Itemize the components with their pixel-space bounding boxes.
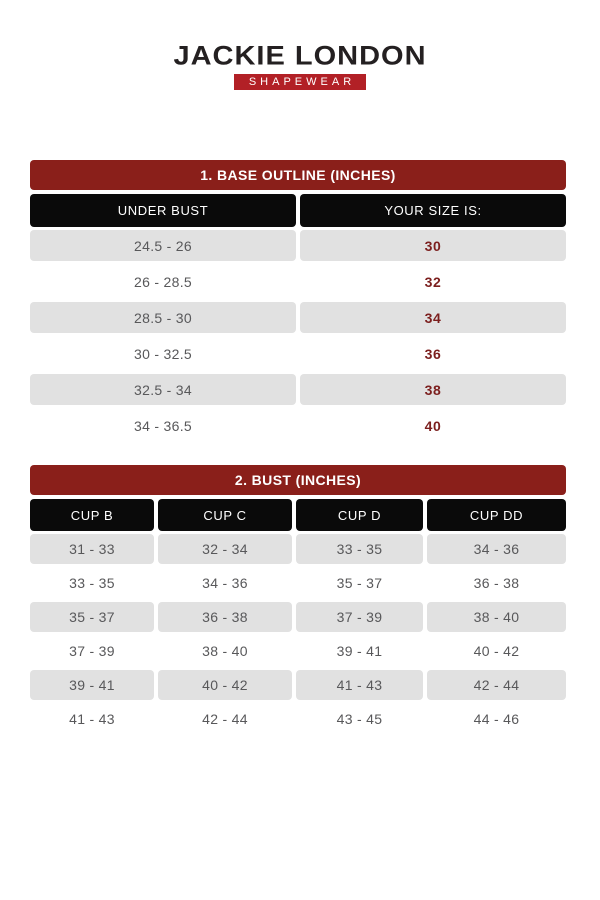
table-row: 34 - 36.5 40 xyxy=(30,410,566,441)
bust-range-value: 35 - 37 xyxy=(336,575,383,591)
bust-range-value: 40 - 42 xyxy=(158,670,292,700)
bust-header-row: CUP B CUP C CUP D CUP DD xyxy=(30,499,566,531)
under-bust-value: 26 - 28.5 xyxy=(134,273,192,290)
bust-range-value: 38 - 40 xyxy=(202,643,248,659)
bust-range-value: 40 - 42 xyxy=(473,643,520,659)
brand-name: JACKIE LONDON xyxy=(173,41,427,71)
table-row: 39 - 41 40 - 42 41 - 43 42 - 44 xyxy=(30,670,566,700)
size-tables: 1. BASE OUTLINE (INCHES) UNDER BUST YOUR… xyxy=(30,160,566,734)
bust-range-value: 37 - 39 xyxy=(69,643,115,659)
bust-range-value: 44 - 46 xyxy=(473,711,520,727)
bust-range-value: 38 - 40 xyxy=(427,602,566,632)
under-bust-value: 32.5 - 34 xyxy=(30,374,296,405)
under-bust-value: 30 - 32.5 xyxy=(134,345,192,362)
bust-table: 2. BUST (INCHES) CUP B CUP C CUP D CUP D… xyxy=(30,465,566,734)
column-header-under-bust: UNDER BUST xyxy=(30,194,296,227)
column-header-cup-c: CUP C xyxy=(158,499,292,531)
table-row: 33 - 35 34 - 36 35 - 37 36 - 38 xyxy=(30,568,566,598)
base-outline-title: 1. BASE OUTLINE (INCHES) xyxy=(30,160,566,190)
under-bust-value: 24.5 - 26 xyxy=(30,230,296,261)
table-row: 35 - 37 36 - 38 37 - 39 38 - 40 xyxy=(30,602,566,632)
size-value: 36 xyxy=(424,345,442,362)
table-row: 26 - 28.5 32 xyxy=(30,266,566,297)
table-row: 28.5 - 30 34 xyxy=(30,302,566,333)
size-value: 34 xyxy=(300,302,566,333)
size-value: 38 xyxy=(300,374,566,405)
bust-range-value: 41 - 43 xyxy=(69,711,115,727)
bust-range-value: 42 - 44 xyxy=(427,670,566,700)
under-bust-value: 28.5 - 30 xyxy=(30,302,296,333)
column-header-cup-d: CUP D xyxy=(296,499,423,531)
bust-range-value: 35 - 37 xyxy=(30,602,154,632)
table-row: 30 - 32.5 36 xyxy=(30,338,566,369)
bust-range-value: 33 - 35 xyxy=(69,575,115,591)
under-bust-value: 34 - 36.5 xyxy=(134,417,192,434)
bust-range-value: 32 - 34 xyxy=(158,534,292,564)
bust-range-value: 39 - 41 xyxy=(30,670,154,700)
table-row: 37 - 39 38 - 40 39 - 41 40 - 42 xyxy=(30,636,566,666)
bust-range-value: 36 - 38 xyxy=(158,602,292,632)
table-row: 31 - 33 32 - 34 33 - 35 34 - 36 xyxy=(30,534,566,564)
bust-range-value: 34 - 36 xyxy=(427,534,566,564)
size-value: 32 xyxy=(424,273,442,290)
brand-tagline: SHAPEWEAR xyxy=(234,74,366,90)
bust-range-value: 39 - 41 xyxy=(336,643,383,659)
table-row: 32.5 - 34 38 xyxy=(30,374,566,405)
table-row: 24.5 - 26 30 xyxy=(30,230,566,261)
brand-logo: JACKIE LONDON SHAPEWEAR xyxy=(0,0,600,90)
size-value: 40 xyxy=(424,417,442,434)
column-header-cup-b: CUP B xyxy=(30,499,154,531)
bust-range-value: 33 - 35 xyxy=(296,534,423,564)
bust-range-value: 42 - 44 xyxy=(202,711,248,727)
base-outline-header-row: UNDER BUST YOUR SIZE IS: xyxy=(30,194,566,227)
bust-range-value: 36 - 38 xyxy=(473,575,520,591)
base-outline-table: 1. BASE OUTLINE (INCHES) UNDER BUST YOUR… xyxy=(30,160,566,441)
bust-range-value: 34 - 36 xyxy=(202,575,248,591)
bust-range-value: 43 - 45 xyxy=(336,711,383,727)
column-header-cup-dd: CUP DD xyxy=(427,499,566,531)
column-header-your-size: YOUR SIZE IS: xyxy=(300,194,566,227)
size-value: 30 xyxy=(300,230,566,261)
bust-range-value: 31 - 33 xyxy=(30,534,154,564)
bust-title: 2. BUST (INCHES) xyxy=(30,465,566,495)
table-row: 41 - 43 42 - 44 43 - 45 44 - 46 xyxy=(30,704,566,734)
bust-range-value: 37 - 39 xyxy=(296,602,423,632)
bust-range-value: 41 - 43 xyxy=(296,670,423,700)
